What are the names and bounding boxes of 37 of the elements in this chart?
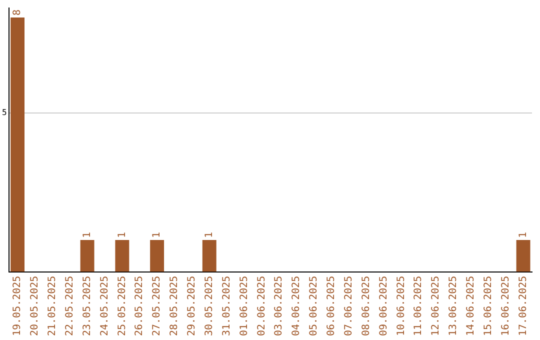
x-tick-label: 03.06.2025 xyxy=(274,276,285,336)
x-tick-label: 26.05.2025 xyxy=(134,276,146,336)
x-tick-label: 30.05.2025 xyxy=(204,276,215,336)
x-tick-label: 20.05.2025 xyxy=(30,276,41,336)
x-tick-label: 21.05.2025 xyxy=(47,276,58,336)
x-tick-label: 24.05.2025 xyxy=(99,276,110,336)
data-label: 1 xyxy=(518,232,529,238)
x-tick-label: 05.06.2025 xyxy=(308,276,320,336)
x-tick-label: 04.06.2025 xyxy=(291,276,302,336)
x-tick-label: 22.05.2025 xyxy=(64,276,76,336)
data-label: 1 xyxy=(82,232,93,238)
x-tick-label: 31.05.2025 xyxy=(221,276,232,336)
x-tick-label: 29.05.2025 xyxy=(186,276,198,336)
x-tick-label: 11.06.2025 xyxy=(413,276,424,336)
data-label: 8 xyxy=(12,10,24,16)
x-tick-label: 19.05.2025 xyxy=(12,276,24,336)
data-label: 1 xyxy=(116,232,128,238)
x-tick-label: 02.06.2025 xyxy=(256,276,268,336)
data-label: 1 xyxy=(204,232,215,238)
x-tick-label: 27.05.2025 xyxy=(152,276,163,336)
x-tick-label: 16.06.2025 xyxy=(500,276,512,336)
x-tick-label: 08.06.2025 xyxy=(360,276,372,336)
x-tick-label: 15.06.2025 xyxy=(482,276,494,336)
x-tick-label: 06.06.2025 xyxy=(326,276,338,336)
x-tick-label: 09.06.2025 xyxy=(378,276,390,336)
x-tick-label: 14.06.2025 xyxy=(466,276,477,336)
x-tick-label: 25.05.2025 xyxy=(116,276,128,336)
data-label: 1 xyxy=(152,232,163,238)
x-tick-label: 01.06.2025 xyxy=(238,276,250,336)
x-tick-label: 17.06.2025 xyxy=(518,276,529,336)
x-tick-label: 10.06.2025 xyxy=(396,276,407,336)
y-tick-label: 5 xyxy=(2,108,7,117)
x-tick-label: 12.06.2025 xyxy=(430,276,442,336)
x-tick-label: 07.06.2025 xyxy=(343,276,354,336)
x-tick-label: 28.05.2025 xyxy=(169,276,180,336)
x-tick-label: 13.06.2025 xyxy=(448,276,460,336)
x-tick-label: 23.05.2025 xyxy=(82,276,93,336)
